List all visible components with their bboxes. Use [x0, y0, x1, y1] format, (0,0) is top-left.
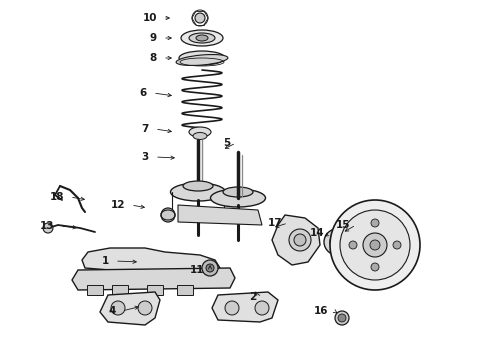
Ellipse shape	[294, 234, 306, 246]
Ellipse shape	[171, 183, 225, 201]
Polygon shape	[212, 292, 278, 322]
Polygon shape	[272, 215, 320, 265]
Polygon shape	[112, 285, 128, 295]
Circle shape	[330, 200, 420, 290]
Ellipse shape	[330, 233, 350, 251]
Polygon shape	[147, 285, 163, 295]
Circle shape	[370, 240, 380, 250]
Ellipse shape	[324, 228, 356, 256]
Text: 9: 9	[150, 33, 157, 43]
Circle shape	[363, 233, 387, 257]
Circle shape	[195, 13, 205, 23]
Text: 16: 16	[314, 306, 328, 316]
Text: 10: 10	[143, 13, 157, 23]
Circle shape	[202, 260, 218, 276]
Circle shape	[371, 263, 379, 271]
Circle shape	[349, 241, 357, 249]
Text: 15: 15	[336, 220, 350, 230]
Ellipse shape	[289, 229, 311, 251]
Text: 3: 3	[142, 152, 149, 162]
Text: 18: 18	[49, 192, 64, 202]
Text: 14: 14	[309, 228, 324, 238]
Polygon shape	[82, 248, 220, 275]
Polygon shape	[87, 285, 103, 295]
Polygon shape	[100, 292, 160, 325]
Circle shape	[335, 311, 349, 325]
Circle shape	[393, 241, 401, 249]
Ellipse shape	[183, 181, 213, 191]
Text: 12: 12	[111, 200, 125, 210]
Circle shape	[225, 301, 239, 315]
Text: 1: 1	[102, 256, 109, 266]
Text: 11: 11	[190, 265, 204, 275]
Ellipse shape	[193, 132, 207, 139]
Polygon shape	[178, 205, 262, 225]
Circle shape	[340, 210, 410, 280]
Ellipse shape	[176, 54, 228, 66]
Ellipse shape	[181, 30, 223, 46]
Text: 5: 5	[223, 138, 230, 148]
Circle shape	[111, 301, 125, 315]
Ellipse shape	[336, 238, 344, 246]
Text: 13: 13	[40, 221, 54, 231]
Text: 6: 6	[140, 88, 147, 98]
Ellipse shape	[196, 35, 208, 41]
Text: 17: 17	[268, 218, 282, 228]
Ellipse shape	[189, 127, 211, 137]
Text: 4: 4	[109, 306, 116, 316]
Circle shape	[138, 301, 152, 315]
Text: 7: 7	[142, 124, 149, 134]
Circle shape	[338, 314, 346, 322]
Text: 2: 2	[249, 292, 256, 302]
Ellipse shape	[223, 187, 253, 197]
Circle shape	[371, 219, 379, 227]
Circle shape	[43, 223, 53, 233]
Ellipse shape	[179, 51, 225, 65]
Polygon shape	[72, 268, 235, 290]
Polygon shape	[177, 285, 193, 295]
Ellipse shape	[189, 33, 215, 43]
Text: 8: 8	[150, 53, 157, 63]
Circle shape	[206, 264, 214, 272]
Circle shape	[255, 301, 269, 315]
Circle shape	[161, 208, 175, 222]
Ellipse shape	[211, 189, 266, 207]
